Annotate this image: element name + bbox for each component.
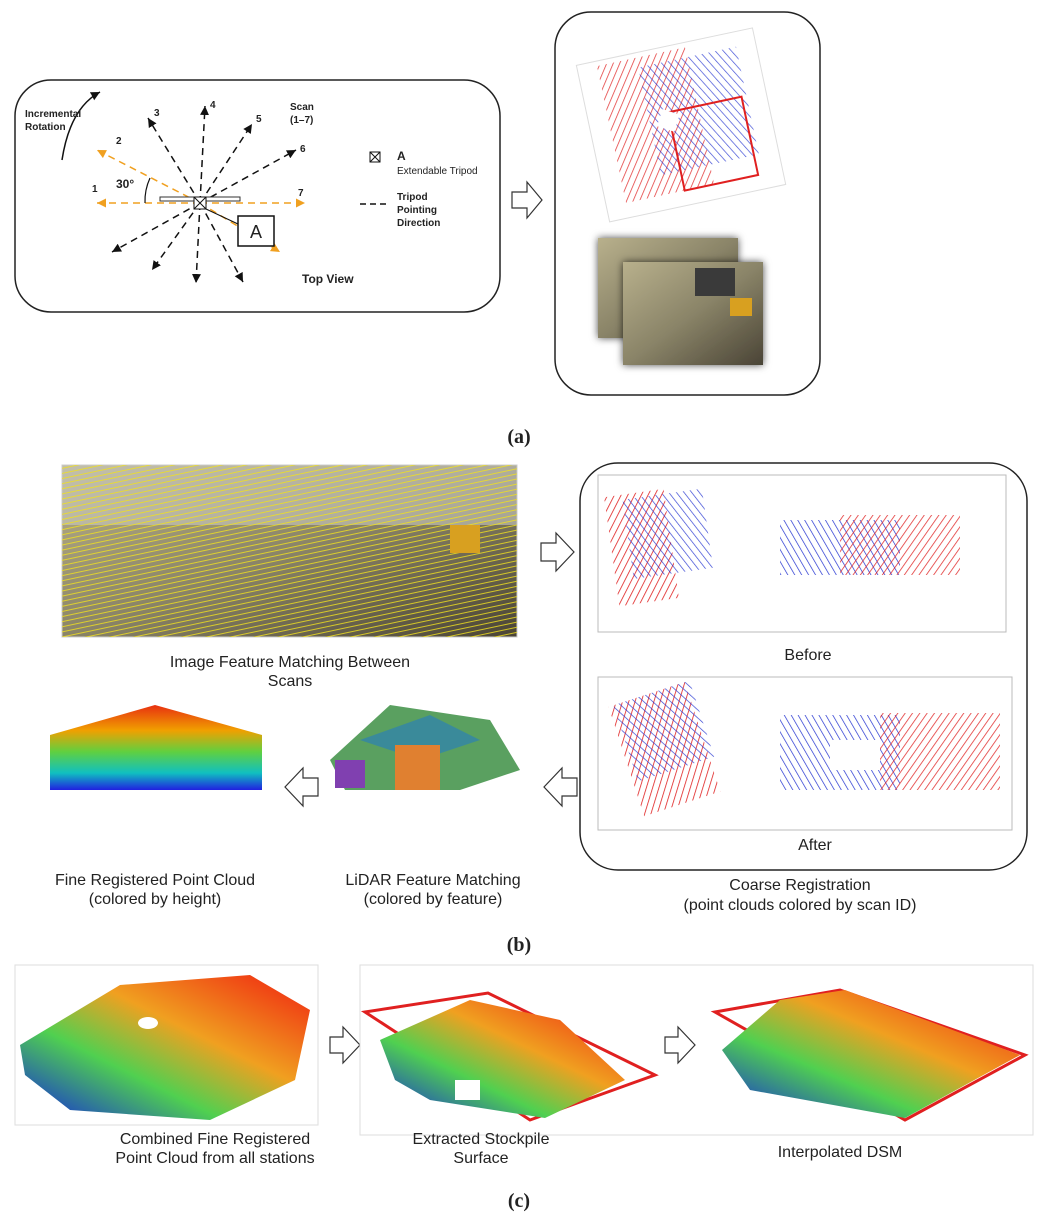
before-cloud-part [623,489,713,579]
after-cloud-part [830,740,880,770]
caption-part: (a) [507,426,530,448]
caption: (b) [507,934,531,956]
scan-arrows-part [200,150,296,203]
callout-label: A [250,222,262,242]
scan-label: Scan [290,102,314,113]
legend-arrow-label: Pointing [397,205,437,216]
matching-label: Image Feature Matching Between [170,654,410,671]
rotation-arrow [62,92,100,160]
lidar-label: (colored by feature) [364,891,503,908]
scan-numbers-part: 6 [300,144,306,155]
scan-arrows-part [200,106,205,203]
scan-numbers-part: 1 [92,184,98,195]
before-label: Before [784,647,831,664]
rotation-label: Incremental [25,109,81,120]
scan-numbers-part: 7 [298,188,304,199]
combined-detail [138,1017,158,1029]
view-label: Top View [302,272,354,286]
callout-line [206,209,238,224]
after-cloud-part [880,713,1000,790]
caption-part: (b) [507,934,531,956]
figure: Incremental Rotation 30° A 1 2 3 4 5 6 7… [0,0,1038,1227]
matching-detail [450,525,480,553]
scan-arrows-part [200,203,243,282]
legend-tripod-text: Extendable Tripod [397,166,478,177]
legend-arrow-label: Tripod [397,192,428,203]
scan-arrows-part [196,203,200,283]
scan-numbers-part: 3 [154,108,160,119]
caption: (a) [507,426,530,448]
fine-label: (colored by height) [89,891,222,908]
angle-arc [145,178,150,203]
matching-lines [62,465,517,637]
scan-arrows-part [152,203,200,270]
flow-arrow [544,768,577,806]
after-cloud [780,713,1000,790]
lidar-cloud [395,745,440,790]
matching-label: Scans [268,673,312,690]
lidar-label: LiDAR Feature Matching [345,872,520,889]
photo-detail [695,268,735,296]
scan-arrows-part [112,203,200,252]
photo-detail [730,298,752,316]
scan-numbers-part: 5 [256,114,262,125]
surface-detail [455,1080,480,1100]
lidar-cloud [335,760,365,788]
scan-label: (1–7) [290,115,313,126]
scan-arrows-part [200,124,252,203]
caption: (c) [508,1190,530,1212]
combined-label: Combined Fine Registered [120,1131,310,1148]
panel-c: Combined Fine Registered Point Cloud fro… [15,965,1033,1212]
fine-label: Fine Registered Point Cloud [55,872,255,889]
legend-arrow-label: Direction [397,218,440,229]
height-cloud [50,705,262,790]
caption-part: (c) [508,1190,530,1212]
flow-arrow [512,182,542,218]
combined-label: Point Cloud from all stations [115,1150,314,1167]
extracted-label: Surface [453,1150,508,1167]
angle-label: 30° [116,177,134,191]
before-cloud [780,515,960,575]
extracted-label: Extracted Stockpile [413,1131,550,1148]
after-label: After [798,837,832,854]
flow-arrow [285,768,318,806]
legend-tripod-title: A [397,149,406,163]
rotation-label: Rotation [25,122,66,133]
panel-a: Incremental Rotation 30° A 1 2 3 4 5 6 7… [15,12,820,448]
scan-numbers-part: 2 [116,136,122,147]
coarse-label: (point clouds colored by scan ID) [684,897,917,914]
scan-numbers-part: 4 [210,100,216,111]
flow-arrow [330,1027,360,1063]
before-cloud-part [840,515,960,575]
coarse-label: Coarse Registration [729,877,870,894]
flow-arrow [541,533,574,571]
dsm-label: Interpolated DSM [778,1144,903,1161]
panel-b: Image Feature Matching Between Scans Bef… [50,463,1027,956]
point-cloud [576,28,785,222]
scan-arrows [97,106,305,283]
